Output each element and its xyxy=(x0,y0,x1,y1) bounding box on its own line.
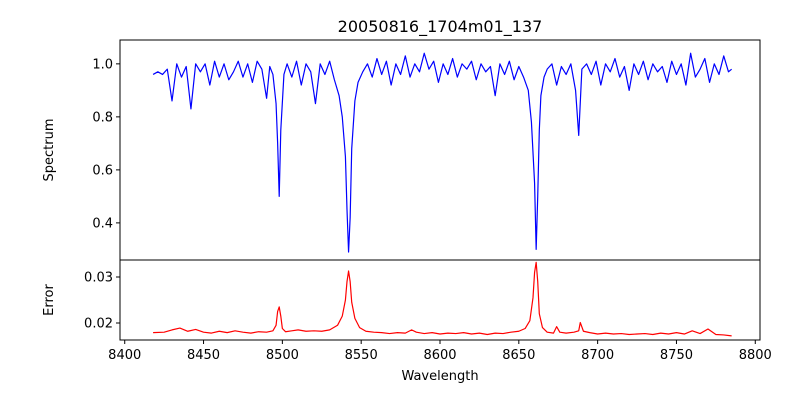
chart-title: 20050816_1704m01_137 xyxy=(338,17,543,37)
spectrum-y-ticks: 0.4 0.6 0.8 1.0 xyxy=(92,57,120,231)
error-series-group xyxy=(153,261,732,337)
x-axis-label: Wavelength xyxy=(401,369,478,384)
x-tick-label: 8800 xyxy=(739,348,772,363)
error-x-ticks: 8400 8450 8500 8550 8600 8650 8700 8750 8800 xyxy=(108,340,772,363)
spectrum-ylabel: Spectrum xyxy=(42,119,57,182)
spectrum-ytick-label: 0.6 xyxy=(92,163,113,178)
x-tick-label: 8750 xyxy=(660,348,693,363)
error-panel: 0.02 0.03 8400 8450 8500 8550 8600 8650 8700 875… xyxy=(42,259,772,384)
spectrum-ytick-label: 0.8 xyxy=(92,110,113,125)
spectrum-series-group xyxy=(152,52,733,253)
error-y-ticks: 0.02 0.03 xyxy=(84,271,120,331)
error-ylabel: Error xyxy=(42,284,57,316)
spectrum-ytick-label: 0.4 xyxy=(92,216,113,231)
x-tick-label: 8550 xyxy=(345,348,378,363)
error-ytick-label: 0.03 xyxy=(84,271,113,286)
error-ytick-label: 0.02 xyxy=(84,316,113,331)
x-tick-label: 8650 xyxy=(502,348,535,363)
error-series-line-0 xyxy=(153,261,732,337)
spectrum-ytick-label: 1.0 xyxy=(92,57,113,72)
spectrum-series-line-0 xyxy=(152,52,733,253)
x-tick-label: 8700 xyxy=(581,348,614,363)
x-tick-label: 8450 xyxy=(187,348,220,363)
x-tick-label: 8500 xyxy=(266,348,299,363)
x-tick-label: 8600 xyxy=(423,348,456,363)
x-tick-label: 8400 xyxy=(108,348,141,363)
